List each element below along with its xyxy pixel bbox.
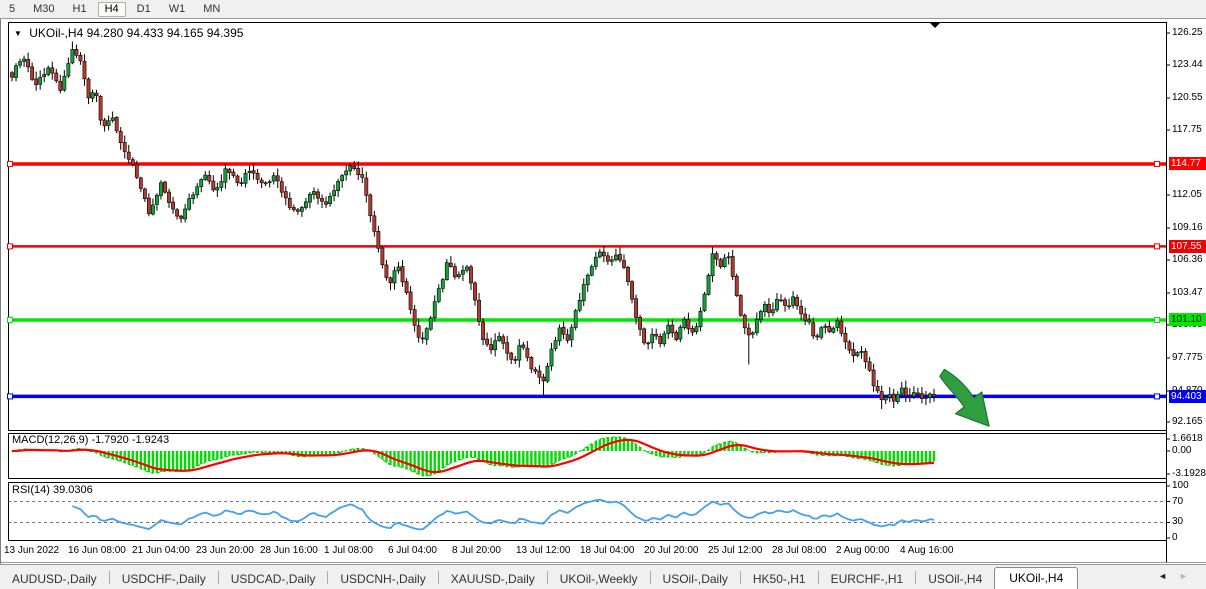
chart-tab-usoil-h4[interactable]: USOil-,H4 (928, 572, 983, 586)
hline-handle[interactable] (1154, 316, 1160, 323)
hline-handle[interactable] (1154, 393, 1160, 400)
price-tick: 106.36 (1172, 253, 1203, 265)
chart-tab-usdcad-daily[interactable]: USDCAD-,Daily (230, 572, 316, 586)
time-tick: 20 Jul 20:00 (644, 545, 699, 556)
chart-tab-usoil-daily[interactable]: USOil-,Daily (662, 572, 728, 586)
macd-plot (10, 436, 936, 477)
tab-separator (915, 571, 917, 584)
chart-ohlc-values: 94.280 94.433 94.165 94.395 (86, 26, 244, 40)
price-level-label: 94.403 (1169, 389, 1206, 403)
time-tick: 6 Jul 04:00 (388, 545, 437, 556)
rsi-line (72, 498, 935, 531)
tabs-scroll-left-icon[interactable]: ◄ (1158, 571, 1180, 581)
tab-separator (546, 571, 548, 584)
time-tick: 21 Jun 04:00 (132, 545, 190, 556)
tab-separator (437, 571, 439, 584)
dropdown-triangle-icon[interactable]: ▼ (14, 29, 22, 38)
time-tick: 8 Jul 20:00 (452, 545, 501, 556)
price-tick: 117.75 (1172, 123, 1202, 135)
chart-tab-ukoil-weekly[interactable]: UKOil-,Weekly (559, 572, 638, 586)
price-axis: 126.25 123.44 120.55 117.75 112.05 109.16 106.… (1168, 19, 1206, 564)
bar-shift-marker-icon[interactable] (930, 23, 940, 28)
time-tick: 13 Jul 12:00 (516, 545, 571, 556)
rsi-scale-tick: 100 (1172, 480, 1189, 491)
timeframe-toolbar: 5 M30 H1 H4 D1 W1 MN (0, 0, 1206, 19)
hline-handle[interactable] (7, 393, 13, 400)
hline-handle[interactable] (7, 316, 13, 323)
timeframe-button-mn[interactable]: MN (203, 2, 221, 15)
rsi-scale-tick: 0 (1172, 532, 1178, 543)
hline-94.403[interactable] (7, 393, 1167, 400)
time-tick: 18 Jul 04:00 (580, 545, 635, 556)
price-tick: 103.47 (1172, 286, 1203, 298)
timeframe-button-h1[interactable]: H1 (72, 2, 87, 15)
panel-frame (8, 22, 1167, 431)
hline-handle[interactable] (7, 243, 13, 250)
chart-tab-hk50-h1[interactable]: HK50-,H1 (752, 572, 806, 586)
tabs-scroll-right-icon[interactable]: ► (1179, 571, 1200, 581)
chart-tab-xauusd-daily[interactable]: XAUUSD-,Daily (450, 572, 535, 586)
chart-tab-usdcnh-daily[interactable]: USDCNH-,Daily (340, 572, 426, 586)
price-tick: 112.05 (1172, 189, 1202, 200)
macd-scale-tick: 0.00 (1172, 445, 1192, 456)
time-tick: 1 Jul 08:00 (324, 545, 373, 556)
macd-scale-tick: -3.1928 (1172, 467, 1206, 479)
tab-separator (649, 571, 651, 584)
hline-114.77[interactable] (7, 160, 1167, 167)
price-level-label: 107.55 (1169, 239, 1206, 253)
chart-tab-ukoil-h4[interactable]: UKOil-,H4 (994, 567, 1079, 589)
price-tick: 126.25 (1172, 26, 1203, 38)
price-level-label: 101.10 (1169, 313, 1206, 327)
rsi-scale-tick: 30 (1172, 516, 1184, 528)
price-tick: 97.775 (1172, 351, 1203, 363)
rsi-indicator-label: RSI(14) 39.0306 (12, 484, 93, 496)
timeframe-button-5[interactable]: 5 (9, 2, 16, 15)
macd-indicator-label: MACD(12,26,9) -1.7920 -1.9243 (12, 434, 170, 446)
tab-separator (739, 571, 741, 584)
hline-handle[interactable] (1154, 243, 1160, 250)
arrow-annotation[interactable] (928, 361, 1002, 437)
time-tick: 23 Jun 20:00 (196, 545, 254, 556)
chart-tab-usdchf-daily[interactable]: USDCHF-,Daily (121, 572, 206, 586)
panel-frame (8, 482, 1167, 541)
candles (10, 41, 936, 410)
chart-tab-audusd-daily[interactable]: AUDUSD-,Daily (12, 572, 97, 586)
chart-tabs-bar: AUDUSD-,Daily USDCHF-,Daily USDCAD-,Daily U… (0, 564, 1206, 589)
price-tick: 92.165 (1172, 415, 1203, 427)
tab-separator (108, 571, 110, 584)
price-level-label: 114.77 (1169, 157, 1206, 171)
price-tick: 120.55 (1172, 92, 1203, 103)
time-tick: 16 Jun 08:00 (68, 545, 126, 556)
timeframe-button-m30[interactable]: M30 (33, 2, 55, 15)
chart-title: ▼ UKOil-,H4 94.280 94.433 94.165 94.395 (14, 26, 243, 40)
time-tick: 2 Aug 00:00 (836, 545, 890, 556)
hline-101.10[interactable] (7, 316, 1167, 323)
chart-tab-eurchf-h1[interactable]: EURCHF-,H1 (830, 572, 904, 586)
tab-separator (217, 571, 219, 584)
macd-scale-tick: 1.6618 (1172, 433, 1203, 445)
hline-handle[interactable] (1154, 160, 1160, 167)
chart-window[interactable]: ▼ UKOil-,H4 94.280 94.433 94.165 94.395 … (0, 19, 1206, 564)
tab-separator (327, 571, 329, 584)
rsi-scale-tick: 70 (1172, 495, 1184, 507)
time-tick: 4 Aug 16:00 (900, 545, 954, 556)
chart-symbol-label: UKOil-,H4 (29, 26, 84, 40)
price-tick: 123.44 (1172, 59, 1203, 71)
time-axis: 13 Jun 2022 16 Jun 08:00 21 Jun 04:00 23 Ju… (0, 542, 1206, 562)
time-tick: 28 Jun 16:00 (260, 545, 318, 556)
timeframe-button-h4[interactable]: H4 (97, 1, 126, 17)
time-tick: 28 Jul 08:00 (772, 545, 827, 556)
window-left-border (0, 19, 1, 564)
time-tick: 13 Jun 2022 (4, 545, 60, 556)
hline-107.55[interactable] (7, 243, 1167, 250)
timeframe-button-d1[interactable]: D1 (136, 2, 151, 15)
price-tick: 109.16 (1172, 221, 1203, 233)
chart-canvas[interactable] (0, 19, 1206, 564)
tab-separator (817, 571, 819, 584)
time-tick: 25 Jul 12:00 (708, 545, 763, 556)
timeframe-button-w1[interactable]: W1 (168, 2, 186, 15)
hline-handle[interactable] (7, 160, 13, 167)
